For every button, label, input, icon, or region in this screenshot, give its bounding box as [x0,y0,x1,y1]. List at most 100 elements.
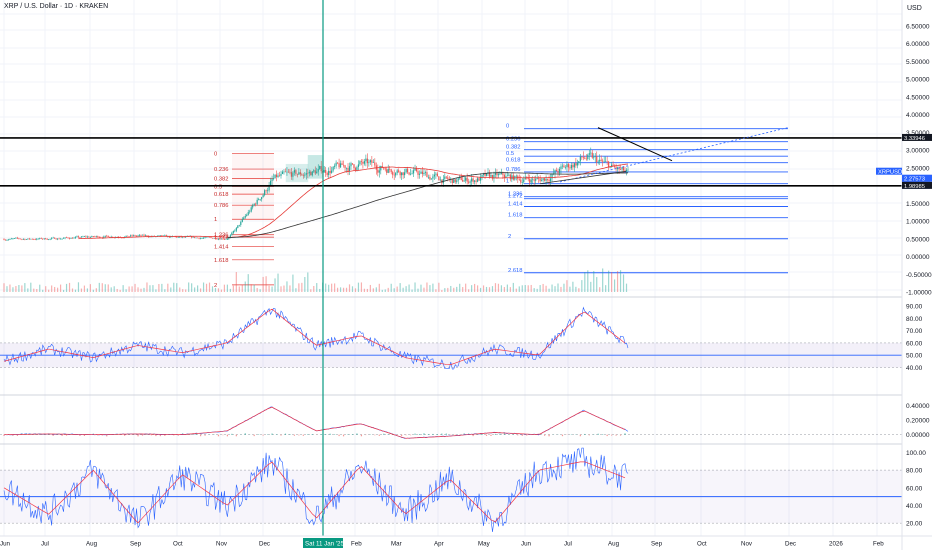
candle-body [265,190,267,192]
candle-body [307,173,309,174]
candle-body [262,195,264,198]
pane-axis-label: 0.20000 [906,418,930,425]
candle-body [587,154,589,160]
volume-bar [363,288,366,292]
candle-body [299,172,301,175]
time-axis-label: Sep [130,541,142,548]
fib-left-label: 1.618 [214,258,229,264]
volume-bar [101,283,103,292]
candle-body [484,173,486,176]
volume-bar [497,283,500,292]
candle-body [485,173,488,176]
time-axis[interactable]: Jun Jul Aug Sep Oct Nov Dec Sat 11 Jan '25 Feb Ma… [0,538,884,548]
volume-bar [214,287,217,292]
volume-bar [98,282,100,292]
volume-bar [545,285,547,292]
candle-body [408,172,410,175]
volume-bar [468,289,470,292]
volume-bar [256,287,258,292]
candle-body [372,162,374,163]
candle-body [488,172,491,177]
fib-left-label: 2 [214,283,217,289]
volume-bar [80,288,83,292]
price-tag-label: 1.98985 [904,184,925,190]
candle-body [164,235,166,236]
volume-bar [423,287,425,292]
oscillator-line [3,306,629,370]
volume-bar [59,284,62,292]
candle-body [243,217,245,220]
candle-body [482,173,485,175]
price-axis-label: -1.00000 [906,290,932,297]
time-axis-label: Aug [608,541,620,548]
candle-body [520,179,522,183]
histogram-bar [445,433,447,435]
time-axis-label: Oct [173,541,183,548]
candle-body [555,170,558,172]
candle-body [588,153,590,155]
volume-bar [262,276,264,292]
candle-body [232,231,234,233]
volume-bar [95,288,97,292]
price-tag-bg [902,174,932,182]
candle-body [12,238,14,240]
volume-bar [244,281,246,292]
volume-bar [217,288,220,292]
candle-body [325,170,327,173]
candle-body [433,174,435,177]
price-axis[interactable]: 6.50000 6.00000 5.50000 5.00000 4.50000 4.000… [876,5,932,528]
time-axis-label: Jun [521,541,532,548]
histogram-bar [494,433,497,435]
volume-bar [599,287,601,292]
candle-body [202,237,205,239]
histogram-bar [360,434,363,437]
candle-body [210,237,212,239]
volume-bar [399,283,401,292]
volume-bar [83,285,86,292]
candle-body [430,178,433,180]
volume-bar [378,283,380,292]
histogram-bar [624,433,626,435]
volume-bar [3,283,5,292]
volume-bar [584,272,586,292]
volume-bar [71,288,74,292]
candle-body [612,164,614,166]
candle-body [544,178,546,181]
price-axis-label: 4.00000 [906,112,930,119]
pane-axis-label: 70.00 [906,328,923,335]
symbol-title[interactable]: XRP / U.S. Dollar · 1D · KRAKEN [4,3,109,10]
candle-body [472,178,474,182]
histogram-bar [561,434,564,437]
candle-body [386,169,388,173]
candle-body [194,236,196,238]
candle-body [92,236,94,237]
volume-bar [176,283,178,292]
histogram-bar [436,434,438,435]
candle-body [259,199,261,200]
candle-body [353,164,355,169]
candle-body [359,161,361,165]
candle-body [342,164,345,166]
histogram-bar [602,434,604,435]
histogram-bar [490,434,492,436]
histogram-bar [351,434,354,435]
fib-left-label: 0 [214,152,217,158]
volume-bar [539,285,541,292]
candle-body [177,237,179,238]
fib-right-label: 0.5 [506,151,514,157]
candle-body [112,236,114,238]
volume-bar [313,285,315,292]
candle-body [21,239,23,240]
price-axis-panel[interactable] [902,0,932,550]
candle-body [246,214,248,216]
overlay-lines[interactable] [0,0,902,536]
volume-bar [432,283,434,292]
candle-body [398,170,400,172]
fib-left-label: 0.786 [214,203,229,209]
candle-body [86,236,88,238]
fib-left-label: 1.272 [214,235,229,241]
candle-body [293,170,296,173]
volume-bar [331,283,333,292]
candle-body [234,230,236,232]
